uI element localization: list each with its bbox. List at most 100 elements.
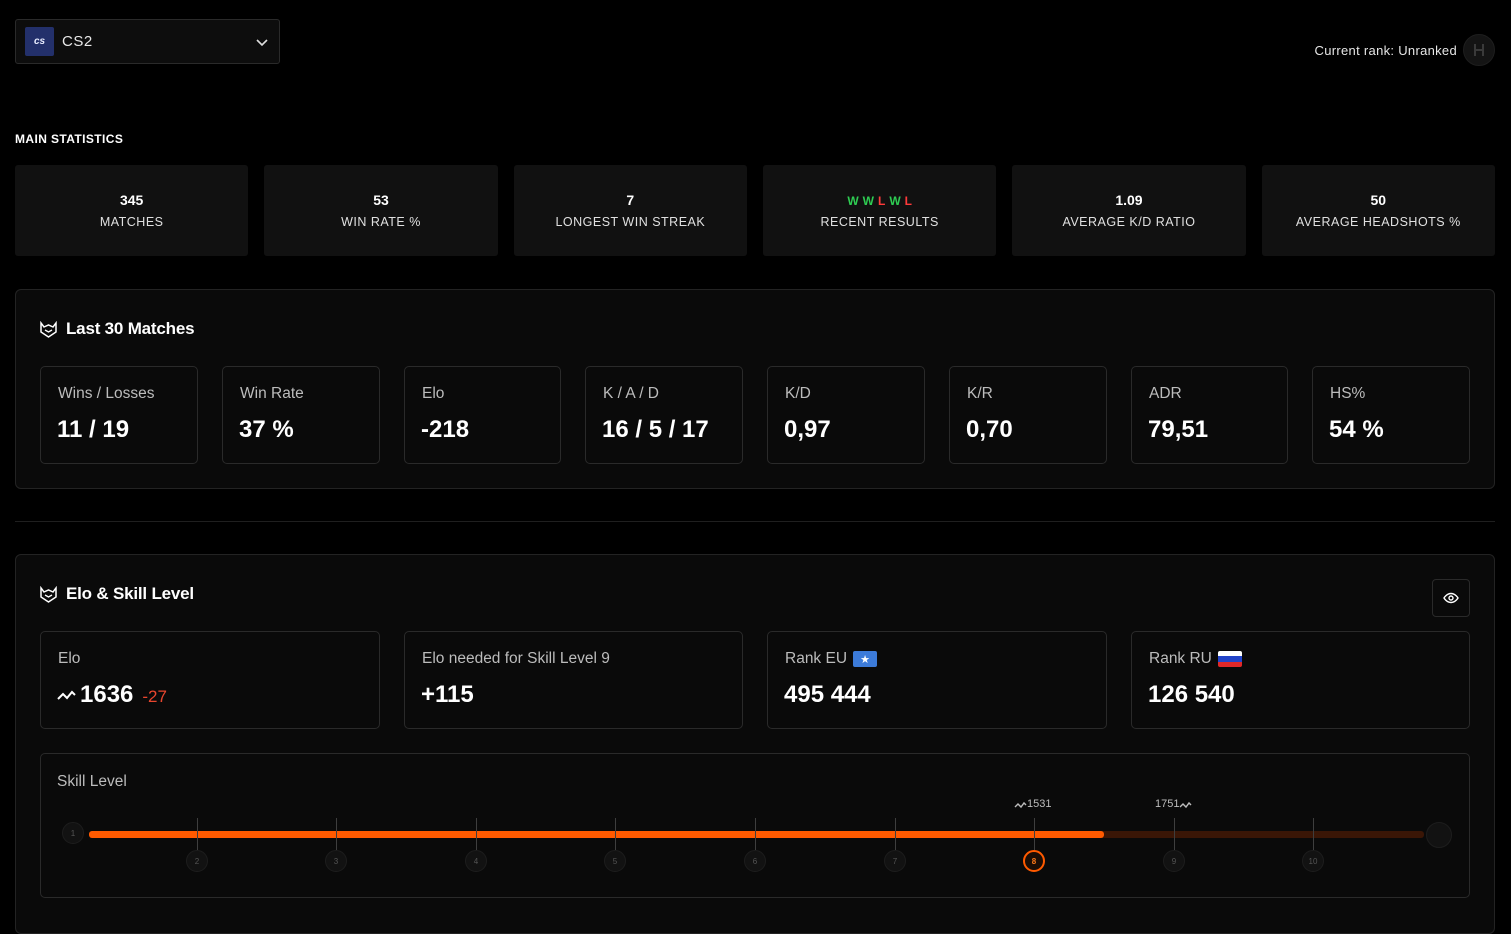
faceit-icon [40,320,57,338]
rank-icon [1463,34,1495,66]
metric-elo: Elo -218 [404,366,561,464]
chevron-down-icon [256,38,268,46]
skill-level-5-icon: 5 [604,850,626,872]
elo-marker-high-value: 1751 [1155,798,1180,810]
stat-card-kd-ratio: 1.09 AVERAGE K/D RATIO [1012,165,1246,256]
metric-value: 37 % [239,416,294,443]
skill-level-10-icon: 10 [1302,850,1324,872]
elo-value: 1636 -27 [57,681,167,709]
elo-skill-panel: Elo & Skill Level Elo 1636 -27 Elo neede… [15,554,1495,934]
stat-label: LONGEST WIN STREAK [555,215,706,229]
result-badge: L [877,194,886,208]
trend-icon [57,690,76,700]
skill-level-6-icon: 6 [744,850,766,872]
metric-value: +115 [421,681,474,708]
game-logo: cs [25,27,54,56]
elo-number: 1636 [80,681,134,708]
level-tick [1174,818,1175,850]
metric-value: 54 % [1329,416,1384,443]
eye-icon [1443,592,1459,604]
skill-level-1-icon: 1 [62,822,84,844]
elo-needed-card: Elo needed for Skill Level 9 +115 [404,631,743,729]
skill-progress-fill [89,831,1104,838]
level-tick [895,818,896,850]
game-name: CS2 [62,33,93,50]
metric-label: K / A / D [603,385,659,402]
level-tick [1313,818,1314,850]
stat-value: 345 [119,192,144,208]
metric-value: -218 [421,416,470,443]
result-badge: L [904,194,912,208]
metric-value: 126 540 [1148,681,1235,708]
skill-level-4-icon: 4 [465,850,487,872]
stat-card-longest-streak: 7 LONGEST WIN STREAK [513,165,747,256]
stat-label: RECENT RESULTS [820,215,939,229]
metric-label: K/D [785,385,811,402]
eu-flag-icon: ★ [853,651,878,667]
elo-marker-high: 1751 [1155,798,1192,810]
metric-kr: K/R 0,70 [949,366,1107,464]
stat-value: 53 [373,192,389,208]
metric-wins-losses: Wins / Losses 11 / 19 [40,366,198,464]
metric-label: ADR [1149,385,1182,402]
rank-eu-label: Rank EU [785,650,848,667]
stat-card-win-rate: 53 WIN RATE % [264,165,498,256]
metric-adr: ADR 79,51 [1131,366,1288,464]
main-stats-row: 345 MATCHES 53 WIN RATE % 7 LONGEST WIN … [15,165,1495,256]
skill-level-3-icon: 3 [325,850,347,872]
metric-value: 495 444 [784,681,871,708]
current-rank-label: Current rank: Unranked [1314,42,1457,58]
panel-title-text: Last 30 Matches [66,319,195,338]
level-tick [336,818,337,850]
rank-eu-card: Rank EU ★ 495 444 [767,631,1107,729]
trend-icon [1014,801,1027,808]
stat-label: MATCHES [99,215,164,229]
level-tick [197,818,198,850]
rank-ru-card: Rank RU 126 540 [1131,631,1470,729]
skill-level-2-icon: 2 [186,850,208,872]
stat-value: 1.09 [1115,192,1143,208]
game-select[interactable]: cs CS2 [15,19,280,64]
stat-label: AVERAGE HEADSHOTS % [1295,215,1461,229]
metric-label: Win Rate [240,385,304,402]
level-tick [615,818,616,850]
metric-value: 16 / 5 / 17 [602,416,709,443]
level-tick [755,818,756,850]
metric-label: Rank EU ★ [785,650,878,668]
faceit-icon [40,585,57,603]
metric-value: 0,97 [784,416,831,443]
metric-kd: K/D 0,97 [767,366,925,464]
metric-label: Elo [422,385,445,402]
skill-level-box: Skill Level 1531 1751 1 2 3 4 5 6 7 8 9 10 [40,753,1470,898]
result-badge: W [847,194,859,208]
skill-progress-track [89,831,1424,838]
metric-label: K/R [967,385,993,402]
skill-level-8-icon: 8 [1023,850,1045,872]
metric-value: 79,51 [1148,416,1209,443]
challenger-level-icon [1426,822,1452,848]
elo-marker-low-value: 1531 [1027,798,1052,810]
result-badge: W [889,194,901,208]
rank-ru-label: Rank RU [1149,650,1212,667]
metric-label: Wins / Losses [58,385,155,402]
skill-level-7-icon: 7 [884,850,906,872]
stat-label: WIN RATE % [341,215,421,229]
section-divider [15,521,1495,522]
elo-marker-low: 1531 [1014,798,1051,810]
metric-kad: K / A / D 16 / 5 / 17 [585,366,743,464]
metric-label: HS% [1330,385,1366,402]
panel-title-text: Elo & Skill Level [66,584,194,603]
metric-win-rate: Win Rate 37 % [222,366,380,464]
metric-label: Rank RU [1149,650,1242,668]
last-30-matches-panel: Last 30 Matches Wins / Losses 11 / 19 Wi… [15,289,1495,489]
stat-label: AVERAGE K/D RATIO [1062,215,1196,229]
ru-flag-icon [1217,651,1242,667]
skill-level-label: Skill Level [57,773,127,790]
metric-value: 11 / 19 [57,416,130,443]
skill-level-9-icon: 9 [1163,850,1185,872]
elo-skill-title: Elo & Skill Level [40,584,194,604]
metric-label: Elo [58,650,81,667]
last-30-title: Last 30 Matches [40,319,195,339]
toggle-visibility-button[interactable] [1432,579,1470,617]
